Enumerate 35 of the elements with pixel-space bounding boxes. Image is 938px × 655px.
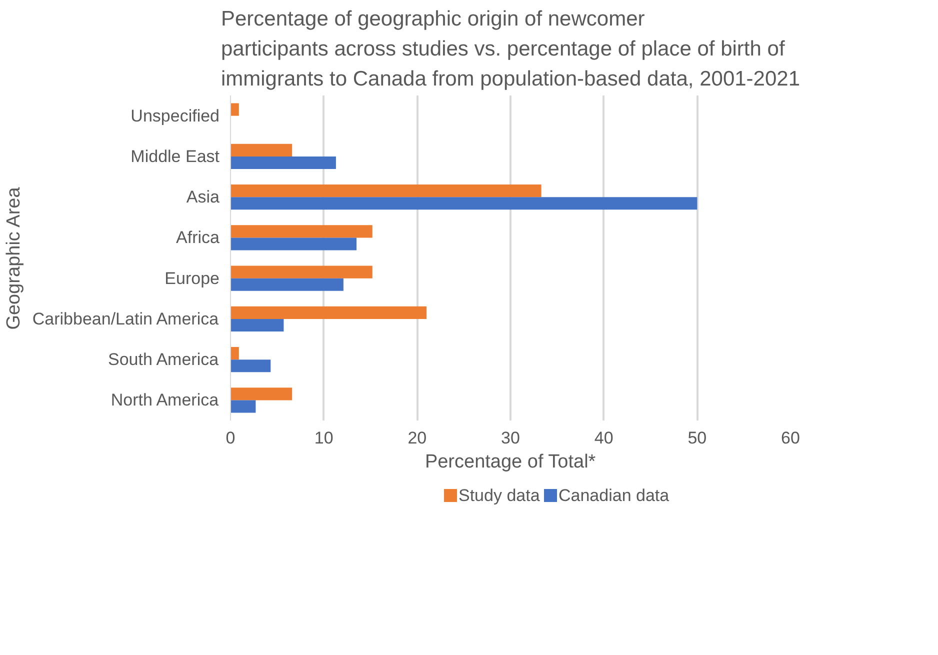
x-tick-label: 0 bbox=[226, 428, 236, 448]
bar bbox=[230, 400, 256, 413]
y-tick-label: Europe bbox=[164, 268, 220, 288]
y-tick-label: Unspecified bbox=[130, 106, 220, 126]
legend-label: Study data bbox=[458, 486, 540, 505]
bar bbox=[230, 266, 372, 278]
bar bbox=[230, 103, 239, 116]
chart-title: Percentage of geographic origin of newcomer participants across studies vs. percentage of place of birth of immigrants to Canada from population-based data, 2001-2021 bbox=[220, 8, 800, 90]
x-tick-label: 50 bbox=[688, 428, 707, 448]
x-tick-label: 60 bbox=[781, 428, 800, 448]
bar bbox=[230, 197, 698, 210]
x-tick-label: 40 bbox=[594, 428, 614, 448]
bar bbox=[230, 388, 292, 400]
bar bbox=[230, 360, 271, 372]
bar bbox=[230, 144, 292, 156]
bar bbox=[230, 156, 336, 170]
y-tick-label: Africa bbox=[176, 228, 220, 248]
y-tick-label: Caribbean/Latin America bbox=[32, 309, 220, 328]
x-axis-title: Percentage of Total* bbox=[424, 452, 596, 472]
x-tick-label: 20 bbox=[408, 428, 427, 448]
y-tick-label: South America bbox=[108, 350, 220, 370]
y-axis-title: Geographic Area bbox=[3, 186, 24, 330]
bar bbox=[230, 238, 356, 250]
bar bbox=[230, 278, 344, 291]
legend-label: Canadian data bbox=[558, 486, 670, 505]
bar bbox=[230, 346, 239, 360]
bar bbox=[230, 306, 426, 319]
y-tick-label: North America bbox=[110, 390, 220, 410]
bar bbox=[230, 225, 372, 238]
bar bbox=[230, 184, 542, 198]
x-tick-label: 10 bbox=[314, 428, 334, 448]
y-tick-label: Middle East bbox=[130, 146, 220, 166]
bar bbox=[230, 318, 284, 332]
y-tick-label: Asia bbox=[186, 188, 220, 207]
x-tick-label: 30 bbox=[501, 428, 520, 448]
